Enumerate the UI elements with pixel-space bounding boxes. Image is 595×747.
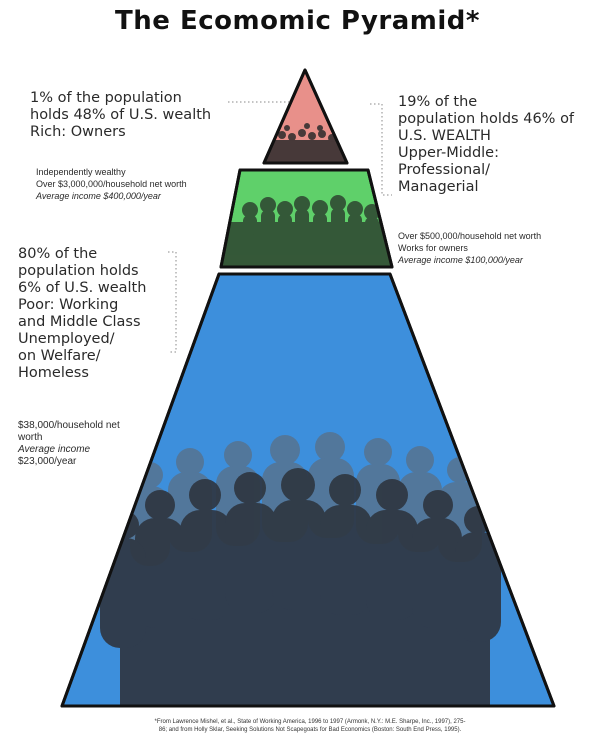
top-tier-headline-line: 1% of the population <box>30 90 182 106</box>
pyramid-tier-bottom <box>60 272 556 708</box>
footnote-line: *From Lawrence Mishel, et al., State of … <box>154 719 466 725</box>
top-tier-details: Independently wealthy Over $3,000,000/ho… <box>36 166 187 202</box>
top-tier-headline-line: Rich: Owners <box>30 124 126 140</box>
middle-tier-details: Over $500,000/household net worth Works … <box>398 230 541 266</box>
bottom-tier-headline-line: 80% of the <box>18 246 98 262</box>
top-tier-detail-line: Average income $400,000/year <box>36 191 161 201</box>
bottom-tier-headline-line: and Middle Class <box>18 314 141 330</box>
source-footnote: *From Lawrence Mishel, et al., State of … <box>90 718 530 734</box>
middle-tier-headline-line: U.S. WEALTH <box>398 128 491 144</box>
bottom-tier-headline-line: 6% of U.S. wealth <box>18 280 147 296</box>
bottom-tier-detail-line: $38,000/household net <box>18 420 120 431</box>
middle-tier-headline-line: Professional/ <box>398 162 491 178</box>
bottom-tier-headline-line: Unemployed/ <box>18 331 115 347</box>
bottom-tier-headline-line: Homeless <box>18 365 89 381</box>
pyramid-tier-top <box>262 68 349 165</box>
bottom-tier-headline: 80% of the population holds 6% of U.S. w… <box>18 246 146 382</box>
top-tier-headline: 1% of the population holds 48% of U.S. w… <box>30 90 211 141</box>
middle-tier-headline-line: Upper-Middle: <box>398 145 499 161</box>
middle-tier-headline-line: Managerial <box>398 179 479 195</box>
middle-tier-headline: 19% of the population holds 46% of U.S. … <box>398 94 574 196</box>
middle-tier-headline-line: 19% of the <box>398 94 478 110</box>
middle-tier-detail-line: Works for owners <box>398 243 468 253</box>
top-tier-headline-line: holds 48% of U.S. wealth <box>30 107 212 123</box>
bottom-tier-detail-line: Average income <box>18 444 91 455</box>
pyramid-tier-middle <box>219 168 394 269</box>
leader-lines <box>168 101 392 353</box>
bottom-tier-detail-line: worth <box>18 432 43 443</box>
bottom-tier-detail-line: $23,000/year <box>18 456 77 467</box>
leader-line-middle <box>370 103 392 196</box>
crowd-silhouette-bottom <box>100 432 501 706</box>
page-title: The Ecomomic Pyramid* <box>115 6 480 36</box>
bottom-tier-headline-line: on Welfare/ <box>18 348 101 364</box>
bottom-tier-headline-line: population holds <box>18 263 139 279</box>
middle-tier-detail-line: Average income $100,000/year <box>398 255 523 265</box>
bottom-tier-details: $38,000/household net worth Average inco… <box>18 420 120 468</box>
leader-line-bottom <box>168 251 177 353</box>
middle-tier-detail-line: Over $500,000/household net worth <box>398 231 542 241</box>
crowd-silhouette-top <box>264 123 347 163</box>
top-tier-detail-line: Independently wealthy <box>36 167 126 177</box>
middle-tier-headline-line: population holds 46% of <box>398 111 575 127</box>
top-tier-detail-line: Over $3,000,000/household net worth <box>36 179 187 189</box>
footnote-line: 86; and from Holly Sklar, Seeking Soluti… <box>158 727 462 733</box>
bottom-tier-headline-line: Poor: Working <box>18 297 119 313</box>
crowd-silhouette-middle <box>221 195 392 267</box>
